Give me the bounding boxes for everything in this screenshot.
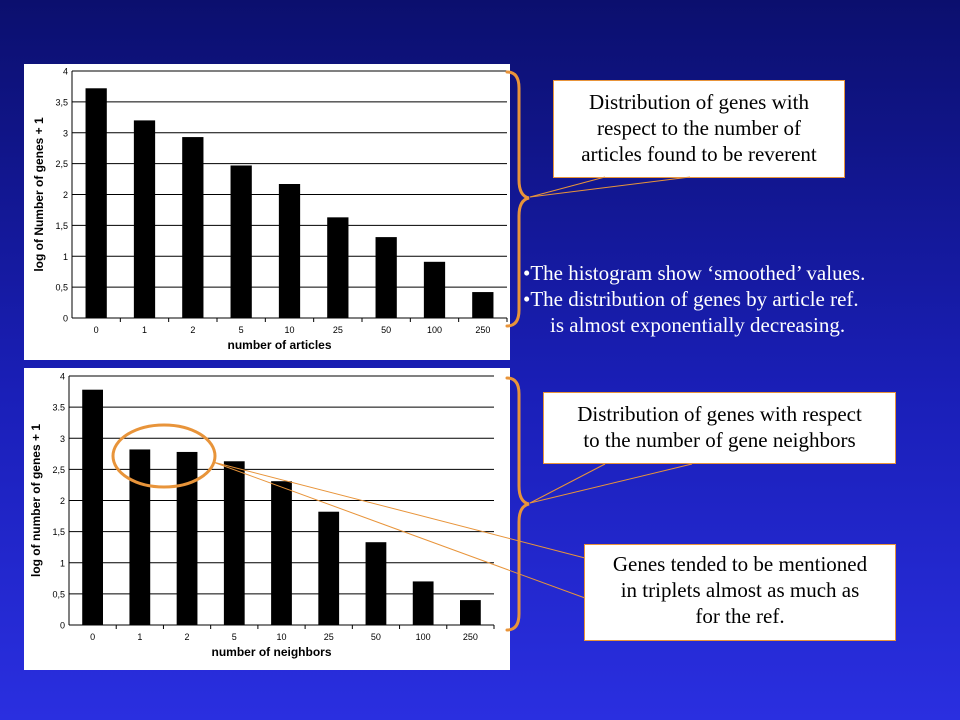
neighbors-bar — [129, 449, 151, 625]
neighbors-xtick-label: 250 — [463, 632, 478, 642]
neighbors-ytick-label: 3.5 — [52, 403, 65, 413]
neighbors-xtick-label: 0 — [90, 632, 95, 642]
callout-pointer-line — [529, 176, 606, 198]
articles-ytick-label: 3 — [63, 128, 68, 138]
articles-bar — [182, 137, 204, 318]
neighbors-xtick-label: 2 — [185, 632, 190, 642]
articles-distribution-callout: Distribution of genes with respect to th… — [553, 80, 845, 178]
neighbors-bar — [223, 461, 245, 625]
neighbors-bar — [460, 600, 481, 625]
articles-histogram: 0 0,5 1 1,5 2 2,5 3 3,5 4 0 1 2 5 10 25 50 100 250 number … — [24, 64, 510, 360]
callout-line: respect to the number of — [596, 116, 802, 140]
articles-ytick-label: 2 — [63, 190, 68, 200]
neighbors-xtick-label: 10 — [276, 632, 286, 642]
neighbors-ytick-label: 3 — [60, 434, 65, 444]
callout-line: in triplets almost as much as — [620, 578, 860, 602]
articles-ytick-label: 1,5 — [55, 221, 68, 231]
articles-xtick-label: 0 — [94, 325, 99, 335]
callout-line: Distribution of genes with respect — [577, 402, 862, 426]
neighbors-distribution-callout: Distribution of genes with respect to th… — [543, 392, 896, 464]
articles-xtick-label: 5 — [239, 325, 244, 335]
neighbors-ytick-label: 1 — [60, 558, 65, 568]
neighbors-xtick-label: 25 — [324, 632, 334, 642]
callout-line: Genes tended to be mentioned — [612, 552, 868, 576]
articles-bar — [278, 184, 301, 318]
neighbors-bar — [365, 542, 387, 625]
bullet-smoothed: •The histogram show ‘smoothed’ values. — [523, 261, 866, 285]
articles-ytick-label: 4 — [63, 67, 68, 77]
neighbors-ytick-label: 2,5 — [52, 465, 65, 475]
neighbors-bar — [412, 581, 434, 625]
neighbors-xtick-label: 5 — [232, 632, 237, 642]
articles-y-axis-label: log of Number of genes + 1 — [32, 117, 46, 272]
callout-line: for the ref. — [695, 604, 785, 628]
bottom-brace — [505, 376, 530, 632]
neighbors-histogram: 0 0,5 1 1,5 2 2,5 3 3.5 4 0 1 2 5 10 25 50 100 250 number … — [24, 368, 510, 670]
neighbors-ytick-label: 0 — [60, 621, 65, 631]
articles-xtick-label: 25 — [333, 325, 343, 335]
neighbors-ytick-label: 4 — [60, 372, 65, 382]
bullet-distribution: •The distribution of genes by article re… — [523, 287, 859, 311]
articles-ytick-label: 2,5 — [55, 159, 68, 169]
articles-ytick-label: 0,5 — [55, 283, 68, 293]
articles-bar — [472, 292, 494, 318]
callout-pointer-line — [529, 463, 606, 504]
neighbors-histogram-svg: 00,511,522,533.540 1 2 5 10 25 50 100 250number … — [29, 372, 495, 659]
triplets-callout: Genes tended to be mentioned in triplets… — [584, 544, 896, 641]
articles-xtick-label: 100 — [427, 325, 442, 335]
callout-line: to the number of gene neighbors — [583, 428, 856, 452]
neighbors-bar — [271, 481, 292, 625]
callout-line: articles found to be reverent — [581, 142, 817, 166]
articles-bar — [230, 165, 252, 318]
neighbors-xtick-label: 1 — [137, 632, 142, 642]
callout-pointer-line — [529, 176, 691, 198]
neighbors-ytick-label: 0,5 — [52, 589, 65, 599]
neighbors-y-axis-label: log of number of genes + 1 — [29, 424, 43, 577]
neighbors-xtick-label: 50 — [371, 632, 381, 642]
articles-bar — [133, 120, 156, 319]
callout-pointer-line — [529, 463, 693, 504]
bullet-distribution-continued: is almost exponentially decreasing. — [550, 313, 846, 337]
articles-bar — [85, 88, 107, 318]
articles-xtick-label: 2 — [190, 325, 195, 335]
articles-ytick-label: 0 — [63, 314, 68, 324]
articles-histogram-svg: 00,511,522,533,540 1 2 5 10 25 50 100 250number … — [32, 67, 508, 352]
articles-xtick-label: 10 — [284, 325, 294, 335]
articles-ytick-label: 1 — [63, 252, 68, 262]
articles-ytick-label: 3,5 — [55, 97, 68, 107]
articles-bar — [327, 217, 349, 318]
articles-xtick-label: 1 — [142, 325, 147, 335]
articles-xtick-label: 250 — [475, 325, 490, 335]
articles-xtick-label: 50 — [381, 325, 391, 335]
articles-bar — [375, 237, 397, 318]
neighbors-xtick-label: 100 — [416, 632, 431, 642]
neighbors-bar — [176, 451, 198, 625]
neighbors-x-axis-label: number of neighbors — [212, 645, 332, 659]
neighbors-bar — [82, 389, 103, 625]
neighbors-ytick-label: 2 — [60, 496, 65, 506]
callout-line: Distribution of genes with — [589, 90, 809, 114]
summary-bullets: •The histogram show ‘smoothed’ values. •… — [523, 260, 953, 338]
articles-x-axis-label: number of articles — [227, 338, 331, 352]
articles-bar — [423, 261, 446, 318]
neighbors-ytick-label: 1,5 — [52, 527, 65, 537]
neighbors-bar — [318, 511, 340, 625]
